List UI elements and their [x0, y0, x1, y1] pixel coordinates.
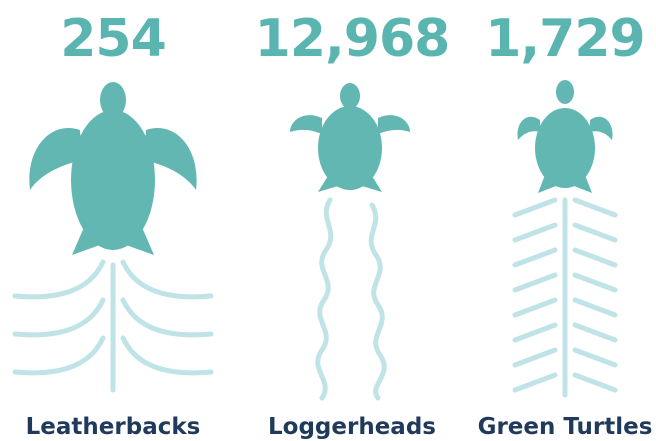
loggerhead-icon	[290, 83, 410, 192]
label: Green Turtles	[478, 414, 653, 440]
infographic: 254 12,968 1,729	[0, 0, 656, 441]
label: Loggerheads	[268, 414, 436, 440]
green-turtle-icon	[517, 80, 612, 193]
leatherback-tracks	[15, 262, 211, 390]
count: 1,729	[485, 9, 644, 69]
count: 254	[60, 9, 166, 69]
count: 12,968	[255, 9, 450, 69]
leatherback-icon	[29, 82, 196, 255]
green-turtle-tracks	[515, 200, 615, 395]
label: Leatherbacks	[26, 414, 201, 440]
loggerhead-tracks	[318, 200, 385, 398]
